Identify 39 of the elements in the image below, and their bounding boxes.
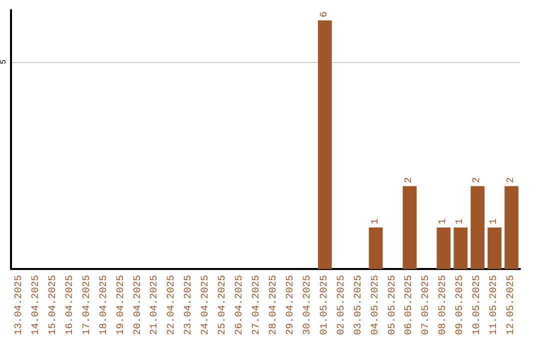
x-tick-label: 08.05.2025 [438,275,450,336]
x-tick-label: 10.05.2025 [472,275,484,336]
x-tick-label: 17.04.2025 [82,275,93,336]
x-tick-label: 20.04.2025 [132,275,144,336]
x-tick-label: 01.05.2025 [319,275,330,336]
x-tick-label: 15.04.2025 [48,275,59,336]
x-tick-label: 03.05.2025 [353,275,364,336]
x-tick-label: 12.05.2025 [506,275,518,336]
x-tick-label: 19.04.2025 [116,275,127,336]
x-tick-label: 29.04.2025 [285,275,296,336]
x-tick-label: 13.04.2025 [14,275,25,336]
x-tick-label: 09.05.2025 [455,275,466,336]
x-tick-label: 22.04.2025 [166,275,178,336]
y-tick-label: 5 [0,59,8,64]
x-tick-label: 28.04.2025 [268,275,280,336]
x-tick-label: 26.04.2025 [234,275,246,336]
data-label: 2 [506,177,518,184]
x-tick-label: 02.05.2025 [336,275,348,336]
x-tick-label: 06.05.2025 [404,275,416,336]
x-tick-label: 25.04.2025 [218,275,229,336]
data-label: 2 [472,177,484,184]
data-label: 1 [438,218,450,225]
x-tick-label: 05.05.2025 [387,275,398,336]
x-tick-label: 11.05.2025 [489,275,500,336]
x-tick-label: 21.04.2025 [150,275,161,336]
data-label: 1 [370,218,382,225]
x-tick-label: 14.04.2025 [30,275,42,336]
x-tick-label: 07.05.2025 [421,275,432,336]
data-label: 6 [319,11,330,18]
data-label: 1 [489,218,500,225]
x-tick-label: 27.04.2025 [252,275,263,336]
x-tick-label: 30.04.2025 [302,275,314,336]
x-tick-label: 23.04.2025 [184,275,195,336]
x-tick-label: 24.04.2025 [200,275,212,336]
x-tick-label: 18.04.2025 [98,275,110,336]
x-tick-label: 16.04.2025 [64,275,76,336]
data-label: 2 [404,177,416,184]
data-label: 1 [455,218,466,225]
x-tick-label: 04.05.2025 [370,275,382,336]
